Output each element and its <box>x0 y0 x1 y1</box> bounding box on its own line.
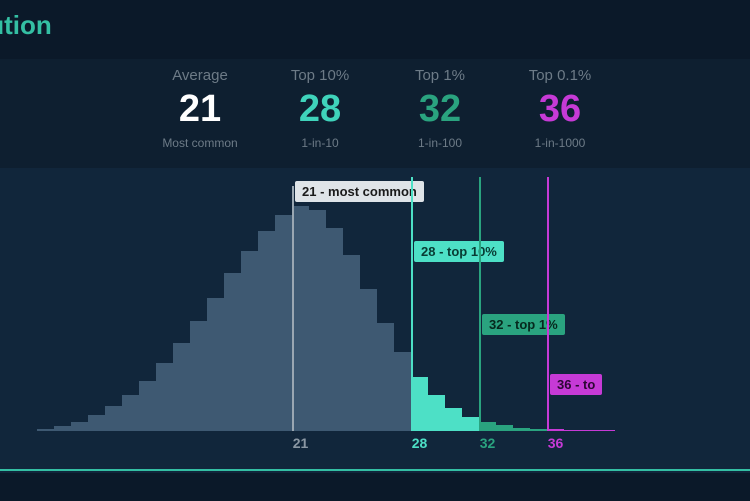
axis-tick: 28 <box>412 435 428 451</box>
histogram-bar <box>445 408 462 431</box>
histogram-bar <box>513 428 530 431</box>
threshold-line <box>411 177 413 431</box>
stats-row: Average 21 Most common Top 10% 28 1-in-1… <box>0 59 750 168</box>
histogram-bar <box>54 426 71 431</box>
histogram-bar <box>71 422 88 431</box>
stat-sub: Most common <box>140 136 260 150</box>
histogram-bars <box>20 186 615 431</box>
stat-label: Top 10% <box>260 67 380 84</box>
axis-tick: 36 <box>548 435 564 451</box>
histogram-bar <box>411 377 428 431</box>
histogram-bar <box>343 255 360 431</box>
histogram-bar <box>88 415 105 431</box>
threshold-line <box>547 177 549 431</box>
histogram-bar <box>377 323 394 431</box>
threshold-line <box>292 186 294 431</box>
histogram-bar <box>530 429 547 431</box>
footer-accent-line <box>0 469 750 471</box>
histogram-bar <box>156 363 173 431</box>
histogram-bar <box>309 210 326 431</box>
histogram-bar <box>37 429 54 431</box>
histogram-bar <box>122 395 139 431</box>
histogram-bar <box>428 395 445 431</box>
page-title: ribution <box>0 0 750 59</box>
histogram-bar <box>190 321 207 431</box>
histogram-bar <box>207 298 224 431</box>
threshold-tag: 32 - top 1% <box>482 314 565 335</box>
histogram-panel: 21 - most common 28 - top 10% 32 - top 1% 3… <box>0 168 750 473</box>
histogram-bar <box>360 289 377 431</box>
threshold-line <box>479 177 481 431</box>
axis-tick: 32 <box>480 435 496 451</box>
histogram-bar <box>564 430 581 431</box>
histogram-x-axis: 21 28 32 36 <box>20 435 730 455</box>
stat-value: 28 <box>260 90 380 130</box>
histogram-bar <box>581 430 598 431</box>
stat-value: 21 <box>140 90 260 130</box>
stat-top1: Top 1% 32 1-in-100 <box>380 67 500 150</box>
histogram-bar <box>105 406 122 431</box>
histogram-bar <box>479 422 496 431</box>
stat-value: 36 <box>500 90 620 130</box>
stat-top01: Top 0.1% 36 1-in-1000 <box>500 67 620 150</box>
stat-value: 32 <box>380 90 500 130</box>
histogram-bar <box>547 429 564 431</box>
stat-label: Top 0.1% <box>500 67 620 84</box>
threshold-tag: 21 - most common <box>295 181 424 202</box>
stat-average: Average 21 Most common <box>140 67 260 150</box>
stat-sub: 1-in-1000 <box>500 136 620 150</box>
histogram-bar <box>224 273 241 431</box>
histogram-bar <box>394 352 411 431</box>
histogram-bar <box>292 206 309 431</box>
stat-top10: Top 10% 28 1-in-10 <box>260 67 380 150</box>
histogram-bar <box>241 251 258 431</box>
histogram-bar <box>275 215 292 431</box>
histogram-bar <box>139 381 156 431</box>
threshold-tag: 36 - to <box>550 374 602 395</box>
axis-tick: 21 <box>293 435 309 451</box>
threshold-tag: 28 - top 10% <box>414 241 504 262</box>
histogram-bar <box>326 228 343 431</box>
histogram-chart: 21 - most common28 - top 10%32 - top 1%3… <box>20 186 730 431</box>
stat-sub: 1-in-100 <box>380 136 500 150</box>
histogram-bar <box>173 343 190 431</box>
stat-label: Average <box>140 67 260 84</box>
stat-sub: 1-in-10 <box>260 136 380 150</box>
stat-label: Top 1% <box>380 67 500 84</box>
histogram-bar <box>258 231 275 431</box>
histogram-bar <box>496 425 513 431</box>
histogram-bar <box>462 417 479 431</box>
